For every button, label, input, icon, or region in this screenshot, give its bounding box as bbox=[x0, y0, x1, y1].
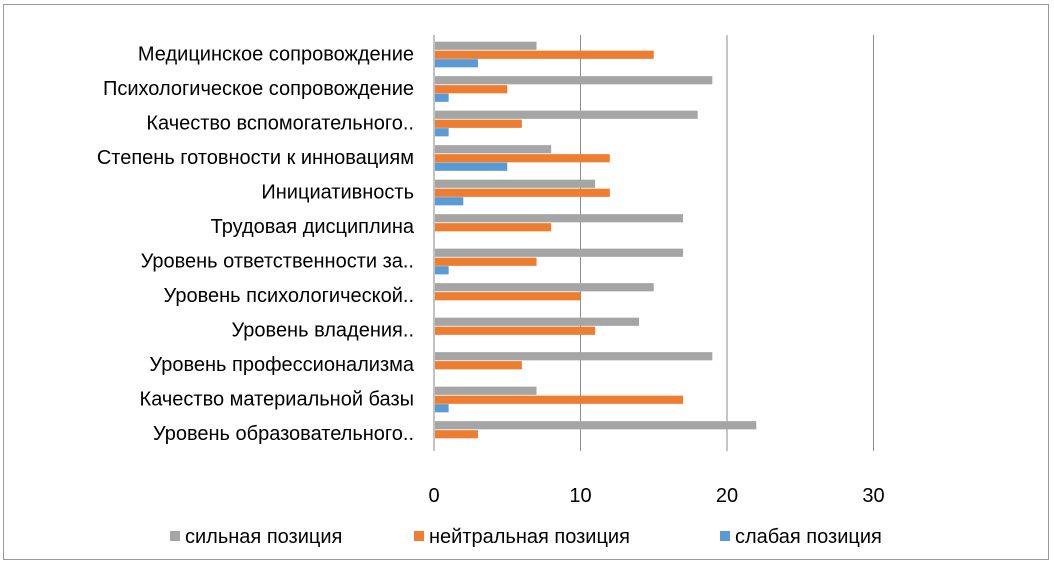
category-label-11: Уровень образовательного.. bbox=[153, 423, 414, 445]
bar-0-11 bbox=[435, 421, 757, 430]
bar-0-5 bbox=[435, 214, 684, 223]
legend-swatch-1 bbox=[414, 531, 424, 541]
bar-2-6 bbox=[435, 266, 449, 275]
bar-0-1 bbox=[435, 76, 713, 85]
bar-0-3 bbox=[435, 145, 552, 154]
bar-0-2 bbox=[435, 110, 698, 119]
bar-0-9 bbox=[435, 352, 713, 361]
bar-1-5 bbox=[435, 223, 552, 232]
bar-0-4 bbox=[435, 179, 596, 188]
bar-0-6 bbox=[435, 248, 684, 257]
bar-2-0 bbox=[435, 59, 478, 68]
bar-1-10 bbox=[435, 395, 684, 404]
legend-label-0: сильная позиция bbox=[185, 526, 342, 548]
bar-0-8 bbox=[435, 317, 640, 326]
bar-1-8 bbox=[435, 326, 596, 335]
bar-1-1 bbox=[435, 85, 508, 94]
bar-1-3 bbox=[435, 154, 610, 163]
category-label-4: Инициативность bbox=[261, 181, 414, 203]
bar-0-10 bbox=[435, 386, 537, 395]
bar-1-6 bbox=[435, 257, 537, 266]
bar-2-3 bbox=[435, 162, 508, 171]
bar-0-7 bbox=[435, 283, 654, 292]
category-label-5: Трудовая дисциплина bbox=[211, 216, 415, 238]
x-tick-10: 10 bbox=[569, 485, 591, 507]
x-tick-0: 0 bbox=[428, 485, 439, 507]
bar-2-2 bbox=[435, 128, 449, 137]
bars bbox=[435, 41, 757, 439]
bar-2-4 bbox=[435, 197, 464, 206]
gridlines bbox=[433, 35, 874, 451]
category-label-0: Медицинское сопровождение bbox=[138, 43, 414, 65]
category-label-9: Уровень профессионализма bbox=[149, 354, 414, 376]
category-labels: Медицинское сопровождение Психологическое… bbox=[97, 43, 415, 445]
legend-swatch-0 bbox=[170, 531, 180, 541]
category-label-8: Уровень владения.. bbox=[231, 319, 414, 341]
x-tick-30: 30 bbox=[862, 485, 884, 507]
category-label-6: Уровень ответственности за.. bbox=[141, 250, 414, 272]
legend: сильная позиция нейтральная позиция слабая… bbox=[170, 526, 882, 548]
category-label-3: Степень готовности к инновациям bbox=[97, 147, 414, 169]
bar-2-1 bbox=[435, 93, 449, 102]
legend-label-1: нейтральная позиция bbox=[429, 526, 630, 548]
bar-1-9 bbox=[435, 361, 522, 370]
category-label-1: Психологическое сопровождение bbox=[103, 78, 414, 100]
bar-1-0 bbox=[435, 50, 654, 59]
bar-2-10 bbox=[435, 404, 449, 413]
category-label-10: Качество материальной базы bbox=[140, 388, 414, 410]
category-label-7: Уровень психологической.. bbox=[164, 285, 414, 307]
bar-0-0 bbox=[435, 41, 537, 50]
bar-1-4 bbox=[435, 188, 610, 197]
category-label-2: Качество вспомогательного.. bbox=[146, 112, 414, 134]
bar-1-11 bbox=[435, 430, 478, 439]
bar-1-7 bbox=[435, 292, 581, 301]
chart-area bbox=[3, 4, 1049, 560]
legend-swatch-2 bbox=[720, 531, 730, 541]
legend-label-2: слабая позиция bbox=[735, 526, 882, 548]
x-tick-20: 20 bbox=[716, 485, 738, 507]
bar-1-2 bbox=[435, 119, 522, 128]
x-tick-labels: 0 10 20 30 bbox=[428, 485, 884, 507]
